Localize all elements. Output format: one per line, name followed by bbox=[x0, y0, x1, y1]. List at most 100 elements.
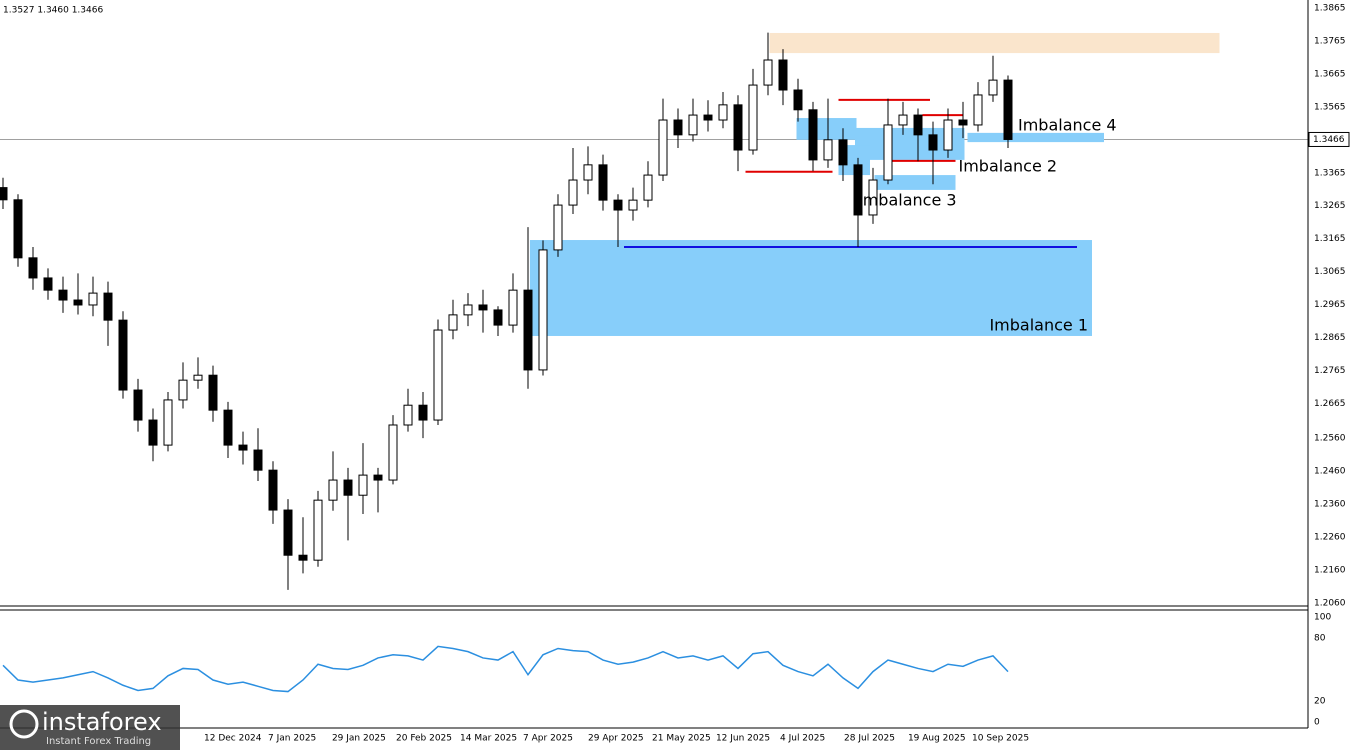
candle-body bbox=[778, 59, 788, 91]
header: 1.3527 1.3460 1.3466 bbox=[3, 6, 103, 16]
indicator-tick-label: 20 bbox=[1314, 697, 1326, 707]
zone-label: Imbalance 1 bbox=[989, 315, 1088, 334]
candle-body bbox=[13, 199, 23, 259]
x-tick-label: 29 Jan 2025 bbox=[332, 734, 386, 744]
y-tick-label: 1.2665 bbox=[1314, 399, 1346, 409]
candle-body bbox=[0, 187, 8, 201]
candle-body bbox=[838, 139, 848, 166]
candle-body bbox=[853, 164, 863, 216]
y-tick-label: 1.3565 bbox=[1314, 102, 1346, 112]
candle-body bbox=[868, 179, 878, 216]
candle-body bbox=[958, 119, 968, 126]
candle-body bbox=[688, 114, 698, 136]
zone bbox=[769, 32, 1220, 54]
candle-body bbox=[328, 479, 338, 501]
zone bbox=[796, 118, 857, 140]
candle-body bbox=[88, 292, 98, 306]
candle-body bbox=[508, 289, 518, 326]
candle-body bbox=[103, 292, 113, 321]
candle-body bbox=[628, 199, 638, 211]
candle-body bbox=[448, 314, 458, 331]
candle-body bbox=[898, 114, 908, 126]
candle-body bbox=[208, 374, 218, 411]
candle-body bbox=[553, 204, 563, 251]
x-tick-label: 19 Aug 2025 bbox=[908, 734, 966, 744]
candle-body bbox=[73, 299, 83, 306]
y-tick-label: 1.3865 bbox=[1314, 3, 1346, 13]
indicator-tick-label: 80 bbox=[1314, 633, 1326, 643]
y-tick-label: 1.2965 bbox=[1314, 300, 1346, 310]
logo-tagline: Instant Forex Trading bbox=[46, 736, 151, 747]
candle-body bbox=[988, 79, 998, 96]
candle-body bbox=[733, 104, 743, 151]
candle-body bbox=[163, 399, 173, 446]
y-tick-label: 1.3165 bbox=[1314, 234, 1346, 244]
candle-body bbox=[178, 379, 188, 401]
y-tick-label: 1.2560 bbox=[1314, 434, 1346, 444]
candle-body bbox=[433, 329, 443, 421]
y-tick-label: 1.3365 bbox=[1314, 168, 1346, 178]
y-tick-label: 1.3265 bbox=[1314, 201, 1346, 211]
candle-body bbox=[793, 89, 803, 111]
candle-body bbox=[823, 139, 833, 161]
candle-body bbox=[883, 124, 893, 181]
x-tick-label: 4 Jul 2025 bbox=[780, 734, 825, 744]
x-tick-label: 28 Jul 2025 bbox=[844, 734, 895, 744]
logo-icon bbox=[9, 709, 39, 739]
candle-body bbox=[583, 164, 593, 181]
candle-body bbox=[568, 179, 578, 206]
x-tick-label: 21 May 2025 bbox=[652, 734, 711, 744]
candle-body bbox=[133, 389, 143, 421]
candle-body bbox=[193, 374, 203, 381]
zone bbox=[967, 132, 1104, 143]
candle-body bbox=[43, 277, 53, 291]
x-tick-label: 12 Jun 2025 bbox=[716, 734, 770, 744]
candle-body bbox=[253, 449, 263, 471]
y-tick-label: 1.3765 bbox=[1314, 36, 1346, 46]
y-tick-label: 1.2765 bbox=[1314, 366, 1346, 376]
indicator-tick-label: 100 bbox=[1314, 612, 1331, 622]
x-tick-label: 14 Mar 2025 bbox=[460, 734, 517, 744]
candle-body bbox=[658, 119, 668, 176]
candle-body bbox=[28, 257, 38, 279]
candle-body bbox=[313, 499, 323, 561]
logo: instaforex Instant Forex Trading bbox=[0, 705, 180, 750]
current-price-box bbox=[1308, 131, 1350, 147]
indicator-line bbox=[2, 645, 1009, 693]
logo-name: instaforex bbox=[42, 708, 162, 736]
zone-label: Imbalance 3 bbox=[858, 191, 957, 210]
y-tick-label: 1.3065 bbox=[1314, 267, 1346, 277]
candle-body bbox=[493, 309, 503, 326]
current-price-label: 1.3466 bbox=[1313, 135, 1345, 145]
y-tick-label: 1.2360 bbox=[1314, 500, 1346, 510]
y-tick-label: 1.3665 bbox=[1314, 69, 1346, 79]
candle-body bbox=[703, 114, 713, 121]
y-tick-label: 1.2160 bbox=[1314, 566, 1346, 576]
candle-body bbox=[223, 409, 233, 446]
candle-body bbox=[913, 114, 923, 136]
x-tick-label: 10 Sep 2025 bbox=[972, 734, 1029, 744]
candle-body bbox=[943, 119, 953, 151]
x-tick-label: 7 Jan 2025 bbox=[268, 734, 316, 744]
candle-body bbox=[268, 469, 278, 511]
x-tick-label: 12 Dec 2024 bbox=[204, 734, 262, 744]
candle-body bbox=[463, 304, 473, 316]
candle-body bbox=[403, 404, 413, 426]
candle-body bbox=[523, 289, 533, 371]
candle-body bbox=[358, 474, 368, 496]
y-tick-label: 1.2460 bbox=[1314, 467, 1346, 477]
zone bbox=[529, 240, 1092, 336]
candle-body bbox=[538, 249, 548, 371]
y-tick-label: 1.2260 bbox=[1314, 533, 1346, 543]
zone-label: Imbalance 2 bbox=[959, 157, 1058, 176]
y-tick-label: 1.2865 bbox=[1314, 333, 1346, 343]
candle-body bbox=[418, 404, 428, 421]
candle-body bbox=[973, 94, 983, 126]
candle-body bbox=[613, 199, 623, 211]
x-tick-label: 29 Apr 2025 bbox=[588, 734, 644, 744]
x-tick-label: 20 Feb 2025 bbox=[396, 734, 452, 744]
candle-body bbox=[1003, 79, 1013, 140]
candle-body bbox=[808, 109, 818, 161]
candle-body bbox=[148, 419, 158, 446]
candle-body bbox=[673, 119, 683, 136]
